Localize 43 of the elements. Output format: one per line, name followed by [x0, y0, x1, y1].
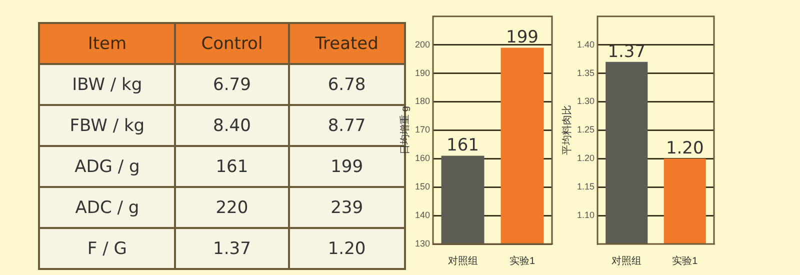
y-tick-label: 1.25 [576, 124, 595, 135]
data-label: 161 [446, 136, 479, 156]
x-tick-label: 对照组 [612, 254, 642, 267]
x-tick-label: 实验1 [672, 254, 698, 267]
text: FBW / kg [39, 105, 176, 146]
y-tick-label: 1.10 [576, 210, 595, 220]
text: 1.20 [288, 228, 405, 269]
data-label: 1.37 [608, 42, 646, 62]
text: F / G [39, 228, 176, 269]
text: ADG / g [39, 146, 176, 187]
text: 8.40 [175, 105, 289, 146]
data-label: 199 [506, 28, 538, 48]
y-tick-label: 1.15 [576, 182, 595, 192]
text: 220 [175, 187, 289, 228]
y-tick-label: 180 [414, 96, 430, 106]
y-tick-label: 1.20 [576, 153, 595, 164]
text: ADC / g [39, 187, 176, 228]
data-label: 1.20 [666, 138, 704, 159]
y-tick-label: 1.30 [576, 96, 595, 106]
y-tick-label: 130 [414, 238, 430, 248]
y-tick-label: 190 [414, 68, 430, 78]
text: 161 [175, 146, 289, 187]
text: 6.78 [288, 64, 405, 105]
text: 8.77 [328, 116, 366, 136]
y-tick-label: 1.40 [576, 39, 595, 50]
y-axis-title: 日均增重 g [398, 106, 411, 154]
y-tick-label: 140 [414, 210, 430, 220]
category-label: Item [39, 23, 176, 64]
text: 199 [330, 156, 364, 176]
y-tick-label: 150 [414, 182, 430, 192]
x-tick-label: 实验1 [509, 254, 536, 267]
text: 1.37 [175, 228, 289, 269]
y-axis-title: 平均料肉比 [560, 105, 573, 156]
text: 6.79 [175, 64, 289, 105]
y-tick-label: 170 [414, 124, 430, 135]
y-tick-label: 160 [414, 153, 430, 164]
y-tick-label: 1.35 [576, 68, 595, 78]
x-tick-label: 对照组 [448, 254, 478, 267]
text: 239 [288, 187, 405, 228]
category-label: Control [175, 23, 289, 64]
y-tick-label: 200 [414, 39, 430, 50]
text: IBW / kg [39, 64, 176, 105]
category-label: Treated [288, 23, 405, 64]
